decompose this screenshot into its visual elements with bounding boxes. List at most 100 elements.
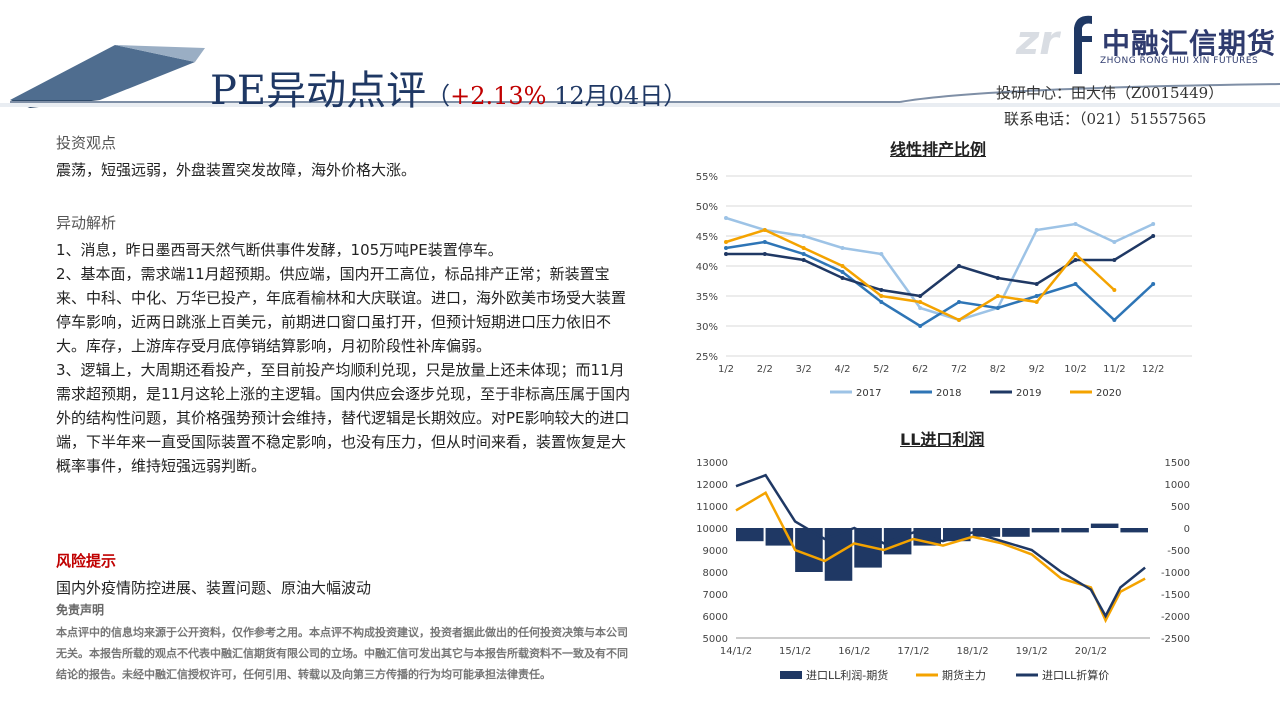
chart2-series-line-2 [735,473,1146,619]
chart-line-ratio: 25% 30% 35% 40% 45% 50% 55% 1/2 2/2 3/2 4/2 5/2 6/2 7… [696,172,1192,399]
chart2-right-tick-label: 500 [1171,502,1190,513]
chart1-y-tick-label: 25% [696,352,718,363]
chart1-x-tick-label: 9/2 [1029,364,1045,375]
disclaimer-heading: 免责声明 [56,603,105,617]
chart1-y-tick-label: 55% [696,172,718,183]
risk-heading: 风险提示 [56,552,117,570]
chart1-point-2019 [879,288,884,292]
chart2-right-tick-label: -2500 [1161,634,1190,645]
chart1-point-2019 [995,276,1000,280]
chart1-y-tick-label: 35% [696,292,718,303]
chart2-x-tick-label: 15/1/2 [779,646,811,657]
contact-phone: 联系电话：（021）51557565 [1004,110,1207,128]
chart1-point-2018 [762,240,767,244]
chart1-x-tick-label: 10/2 [1064,364,1086,375]
chart2-legend-swatch [780,671,802,679]
chart1-point-2020 [957,318,961,322]
chart1-legend-label-2019: 2019 [1016,388,1041,399]
chart2-left-tick-label: 10000 [696,524,728,535]
chart1-x-tick-label: 1/2 [718,364,734,375]
chart1-y-tick-label: 30% [696,322,718,333]
chart1-point-2019 [1151,234,1156,238]
chart2-left-tick-label: 6000 [703,612,728,623]
chart2-x-tick-label: 17/1/2 [897,646,929,657]
logo-watermark: zr [1016,18,1060,64]
chart2-left-tick-label: 12000 [696,480,728,491]
chart2-left-tick-label: 11000 [696,502,728,513]
chart1-x-tick-label: 6/2 [912,364,928,375]
chart2-x-tick-label: 20/1/2 [1075,646,1107,657]
chart1-point-2018 [724,246,728,250]
chart1-legend-label-2017: 2017 [856,388,881,399]
chart1-point-2019 [1034,282,1039,286]
chart2-x-tick-label: 16/1/2 [838,646,870,657]
chart1-point-2019 [1112,258,1117,262]
chart1-point-2019 [724,252,728,256]
chart2-legend-label: 进口LL利润-期货 [806,668,888,682]
chart2-right-tick-label: 0 [1184,524,1190,535]
chart1-point-2018 [879,300,884,304]
chart1-point-2020 [879,294,884,298]
chart1-point-2020 [1112,288,1117,292]
chart2-right-tick-label: -1500 [1161,590,1190,601]
chart1-point-2017 [1073,222,1078,226]
chart1-x-tick-label: 2/2 [757,364,773,375]
chart1-point-2020 [801,246,806,250]
chart2-right-tick-label: -1000 [1161,568,1190,579]
chart1-point-2020 [1034,300,1039,304]
chart1-point-2017 [1034,228,1039,232]
chart1-point-2017 [1151,222,1156,226]
chart1-x-tick-label: 3/2 [796,364,812,375]
chart1-x-tick-label: 11/2 [1103,364,1125,375]
chart1-point-2020 [724,240,728,244]
chart2-right-tick-label: -500 [1167,546,1190,557]
chart1-point-2018 [1073,282,1078,286]
chart1-x-tick-label: 7/2 [951,364,967,375]
chart1-point-2019 [801,258,806,262]
chart2-left-tick-label: 13000 [696,458,728,469]
chart1-point-2019 [1073,258,1078,262]
chart2-left-tick-label: 8000 [703,568,728,579]
chart1-point-2019 [840,276,845,280]
chart1-point-2018 [801,252,806,256]
chart1-point-2017 [801,234,806,238]
company-logo: zr [1010,12,1270,78]
chart1-point-2019 [762,252,767,256]
logo-subtitle: ZHONG RONG HUI XIN FUTURES [1100,56,1259,66]
logo-f-icon [1074,15,1092,74]
chart1-legend-label-2018: 2018 [936,388,961,399]
title-text: PE异动点评 [210,68,427,114]
chart2-profit-bar [1002,528,1030,537]
chart1-legend-label-2020: 2020 [1096,388,1121,399]
chart2-x-tick-label: 19/1/2 [1016,646,1048,657]
chart1-x-tick-label: 4/2 [834,364,850,375]
page-title: PE异动点评（+2.13% 12月04日） [210,58,687,116]
analysis-point-1: 1、消息，昨日墨西哥天然气断供事件发酵，105万吨PE装置停车。 [56,241,503,259]
chart2-x-tick-label: 18/1/2 [956,646,988,657]
chart2-right-tick-label: 1000 [1165,480,1190,491]
chart1-point-2020 [840,264,845,268]
risk-text: 国内外疫情防控进展、装置问题、原油大幅波动 [56,579,372,597]
research-center: 投研中心：田大伟（Z0015449） [996,84,1224,102]
title-date: 12月04日 [546,82,664,110]
chart2-profit-bar [1061,528,1089,533]
logo-name: 中融汇信期货 [1102,27,1277,60]
chart2-left-tick-label: 9000 [703,546,728,557]
chart1-point-2020 [762,228,767,232]
chart2-legend-label: 进口LL折算价 [1042,668,1109,682]
chart1-point-2018 [918,324,923,328]
chart1-point-2017 [879,252,884,256]
chart2-right-tick-label: -2000 [1161,612,1190,623]
view-heading: 投资观点 [56,134,117,152]
chart1-point-2018 [1112,318,1117,322]
chart2-profit-bar [1090,523,1119,528]
title-paren-close: ） [663,82,688,110]
chart2-profit-bar [1120,528,1148,533]
chart1-point-2020 [918,300,923,304]
header-banner [0,45,1280,108]
chart2-right-tick-label: 1500 [1165,458,1190,469]
chart1-point-2017 [840,246,845,250]
chart1-point-2018 [1151,282,1156,286]
disclaimer-text: 本点评中的信息均来源于公开资料，仅作参考之用。本点评不构成投资建议，投资者据此做… [56,626,628,681]
chart1-y-tick-label: 45% [696,232,718,243]
